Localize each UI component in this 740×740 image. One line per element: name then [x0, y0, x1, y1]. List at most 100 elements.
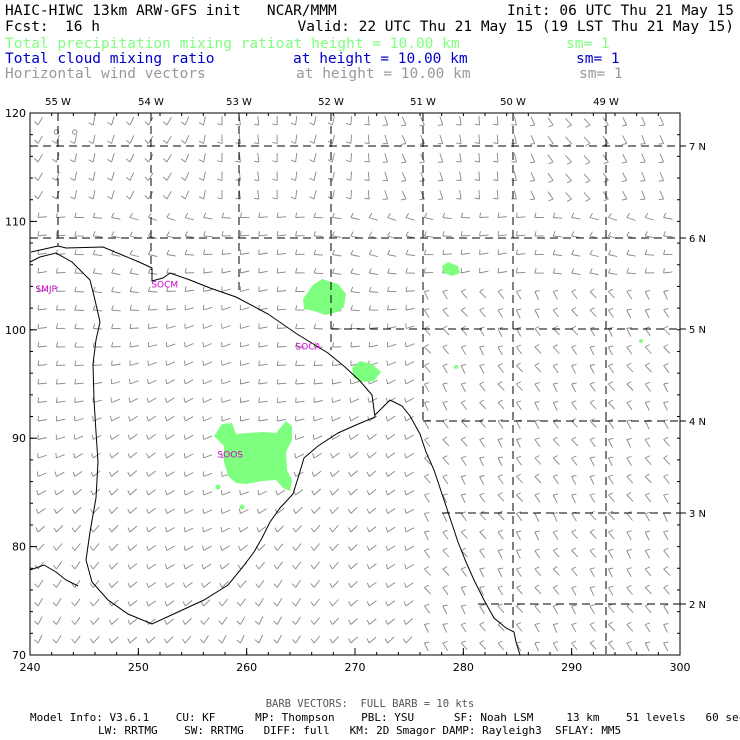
wind-barb [331, 323, 342, 330]
wind-barb [108, 506, 119, 514]
wind-barb [460, 400, 468, 410]
wind-barb [348, 543, 358, 551]
wind-barb [565, 173, 572, 184]
wind-barb [589, 456, 595, 467]
wind-barb [74, 397, 84, 403]
wind-barb [34, 616, 43, 625]
wind-barb [238, 508, 249, 514]
wind-barb [221, 249, 231, 255]
wind-barb [663, 249, 673, 255]
wind-barb [497, 438, 503, 448]
wind-barb [217, 153, 223, 163]
wind-barb [589, 364, 595, 374]
wind-barb [385, 582, 396, 588]
precip-cell-ne [442, 262, 460, 276]
wind-barb [589, 249, 599, 258]
wind-barb [74, 286, 84, 293]
wind-barb [91, 434, 102, 440]
wind-barb [127, 636, 138, 644]
wind-barb [92, 415, 102, 422]
wind-barb [72, 471, 83, 477]
wind-barb [235, 171, 241, 181]
wind-barb [640, 153, 646, 164]
wind-barb [55, 434, 66, 440]
wind-barb [108, 543, 119, 551]
wind-barb [663, 474, 670, 484]
wind-barb [89, 580, 100, 588]
wind-barb [181, 135, 190, 144]
wind-barb [442, 249, 452, 255]
wind-barb [442, 641, 448, 651]
wind-barb [108, 580, 119, 588]
wind-barb [311, 506, 321, 514]
wind-barb [571, 585, 577, 596]
wind-barb [348, 599, 358, 607]
wind-barb [236, 616, 246, 625]
wind-barb [621, 190, 628, 201]
wind-barb [460, 325, 468, 336]
wind-barb [258, 360, 268, 366]
wind-barb [456, 134, 462, 144]
wind-barb [404, 397, 415, 403]
lat-label: 3 N [689, 509, 706, 520]
precip-dot [215, 484, 221, 490]
wind-barb [221, 304, 231, 311]
wind-barb [474, 115, 481, 126]
wind-barb [547, 154, 554, 165]
wind-barb [401, 190, 407, 201]
wind-barb [111, 360, 121, 366]
wind-barb [423, 401, 430, 411]
wind-barb [290, 134, 298, 144]
wind-barb [291, 579, 301, 588]
wind-barb [237, 580, 247, 588]
wind-barb [442, 363, 448, 374]
wind-barb [348, 636, 358, 644]
wind-barb [165, 341, 176, 348]
wind-barb [350, 305, 360, 312]
wind-barb [146, 582, 157, 588]
wind-barb [497, 381, 505, 391]
wind-barb [644, 566, 652, 577]
precip-cell-central [214, 421, 292, 491]
wind-barb [309, 116, 317, 126]
wind-barb [348, 618, 358, 625]
lat-label: 6 N [689, 234, 706, 245]
wind-barb [258, 378, 268, 385]
wind-barb [663, 401, 669, 411]
wind-barb [589, 475, 595, 485]
wind-barb [35, 525, 46, 533]
wind-barb [497, 399, 505, 410]
wind-barb [165, 379, 175, 385]
wind-barb [147, 360, 157, 366]
wind-barb [368, 286, 379, 293]
wind-barb [515, 268, 526, 274]
wind-barb [479, 437, 485, 448]
wind-barb [366, 507, 377, 514]
wind-barb [419, 135, 425, 145]
wind-barb [534, 566, 542, 577]
wind-barb [89, 561, 100, 570]
wind-barb [456, 190, 462, 200]
wind-barb [644, 308, 651, 319]
wind-barb [92, 360, 103, 366]
wind-barb [552, 547, 560, 558]
wind-barb [663, 231, 673, 238]
wind-barb [309, 134, 317, 144]
wind-barb [442, 604, 448, 615]
wind-barb [626, 268, 636, 275]
wind-barb [313, 360, 324, 366]
wind-barb [329, 561, 339, 570]
lon-label: 49 W [593, 97, 619, 108]
wind-barb [442, 529, 449, 540]
wind-barb [364, 134, 370, 144]
wind-barb [442, 307, 449, 318]
wind-barb [663, 290, 669, 300]
calm-circle [72, 129, 78, 135]
wind-barb [552, 455, 560, 465]
wind-barb [405, 323, 415, 329]
wind-barb [663, 512, 669, 522]
wind-barb [146, 433, 156, 440]
wind-barb [125, 153, 135, 163]
wind-barb [182, 617, 192, 625]
lat-label: 5 N [689, 325, 706, 336]
